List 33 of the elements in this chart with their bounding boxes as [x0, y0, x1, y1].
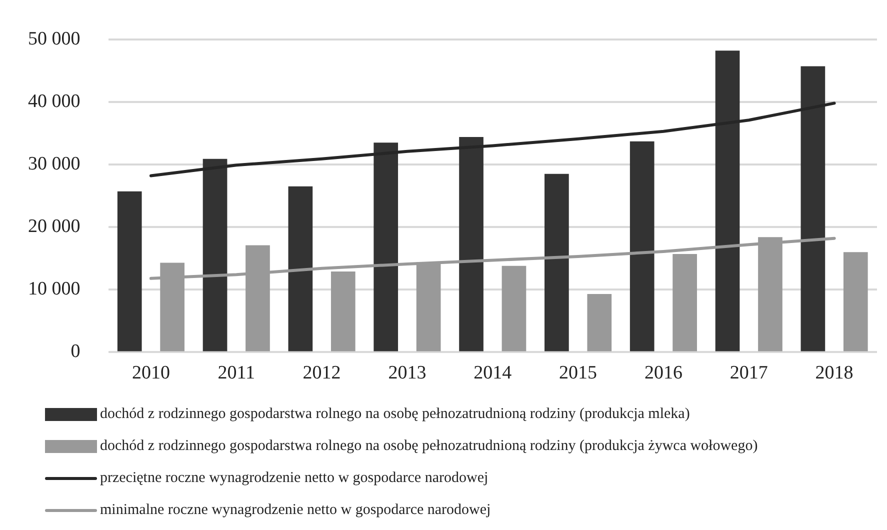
bar — [630, 141, 654, 352]
legend-label: dochód z rodzinnego gospodarstwa rolnego na osobę pełnozatrudnioną rodziny (produkcja żywca wołowego) — [100, 438, 758, 454]
x-tick-label: 2013 — [388, 362, 426, 384]
legend-label: minimalne roczne wynagrodzenie netto w gospodarce narodowej — [100, 502, 491, 518]
bar — [459, 136, 484, 352]
bar — [544, 174, 569, 352]
y-tick-label: 0 — [70, 341, 80, 362]
x-tick-label: 2012 — [302, 362, 341, 384]
y-tick-label: 10 000 — [28, 278, 80, 300]
x-tick-label: 2016 — [644, 362, 682, 384]
bar — [800, 66, 826, 352]
y-tick-label: 40 000 — [28, 90, 80, 112]
bar — [587, 294, 612, 352]
bar — [672, 254, 697, 352]
bar — [374, 142, 398, 352]
bar — [330, 272, 356, 352]
x-tick-label: 2014 — [474, 362, 512, 384]
bar — [843, 252, 868, 352]
y-tick-label: 50 000 — [28, 28, 80, 50]
bar — [202, 158, 228, 352]
x-tick-label: 2011 — [218, 362, 256, 384]
bar — [117, 191, 142, 352]
legend-label: przeciętne roczne wynagrodzenie netto w gospodarce narodowej — [100, 470, 488, 486]
x-tick-label: 2010 — [132, 362, 170, 384]
bar — [715, 50, 740, 352]
bar — [502, 266, 526, 352]
x-tick-label: 2018 — [815, 362, 854, 384]
bar — [288, 186, 313, 352]
y-tick-label: 20 000 — [28, 216, 80, 238]
x-tick-label: 2017 — [730, 362, 768, 384]
x-tick-label: 2015 — [559, 362, 598, 384]
legend-label: dochód z rodzinnego gospodarstwa rolnego na osobę pełnozatrudnioną rodziny (produkcja mleka) — [100, 406, 690, 422]
y-tick-label: 30 000 — [28, 154, 80, 175]
